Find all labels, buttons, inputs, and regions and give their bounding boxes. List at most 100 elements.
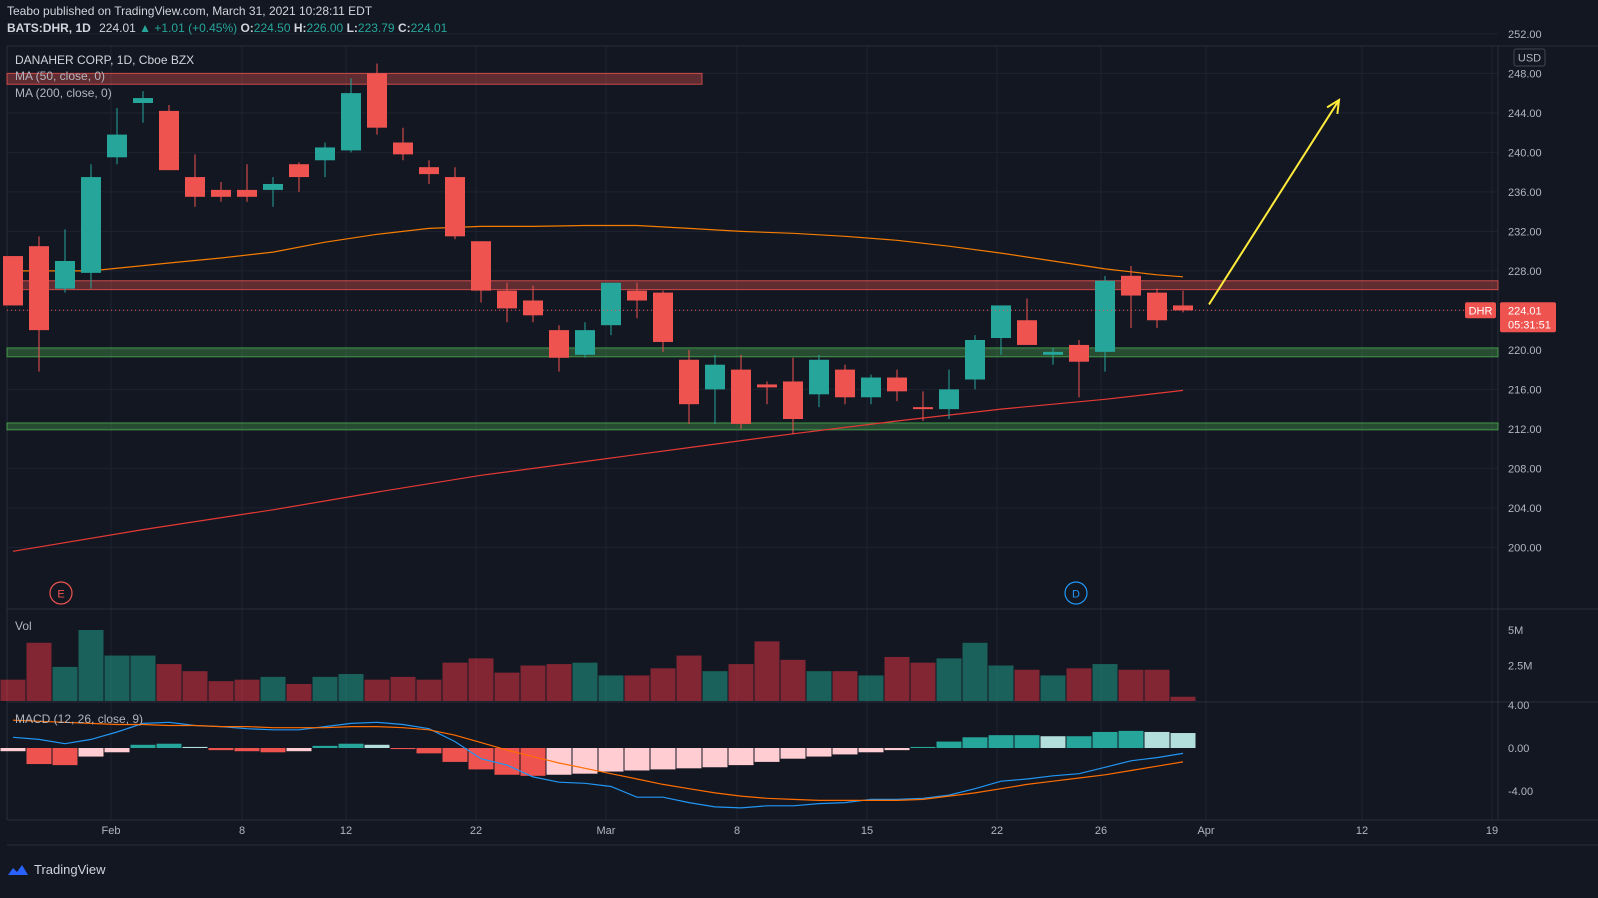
candle-3[interactable]	[81, 164, 101, 289]
candle-1[interactable]	[29, 236, 49, 372]
candle-17[interactable]	[445, 167, 465, 240]
candle-5[interactable]	[133, 91, 153, 123]
macd-hist-38[interactable]	[988, 735, 1014, 748]
candle-26[interactable]	[679, 349, 699, 424]
candle-15[interactable]	[393, 127, 413, 161]
volume-bar-27[interactable]	[702, 671, 728, 701]
candle-20[interactable]	[523, 285, 543, 323]
volume-bar-14[interactable]	[364, 679, 390, 701]
signal-line[interactable]	[12, 719, 1184, 801]
volume-bar-4[interactable]	[104, 655, 130, 701]
ma200-line[interactable]	[12, 389, 1184, 552]
macd-hist-34[interactable]	[884, 748, 910, 751]
candle-18[interactable]	[471, 241, 491, 303]
volume-bar-22[interactable]	[572, 662, 598, 701]
candle-8[interactable]	[211, 182, 231, 202]
volume-bar-6[interactable]	[156, 664, 182, 701]
candle-41[interactable]	[1069, 340, 1089, 398]
volume-bar-17[interactable]	[442, 662, 468, 701]
macd-hist-8[interactable]	[208, 748, 234, 751]
currency-badge[interactable]	[1513, 48, 1546, 67]
macd-hist-11[interactable]	[286, 748, 312, 752]
zone-0[interactable]	[6, 72, 703, 85]
volume-bar-13[interactable]	[338, 674, 364, 701]
candle-43[interactable]	[1121, 265, 1141, 329]
volume-bar-41[interactable]	[1066, 668, 1092, 701]
macd-hist-6[interactable]	[156, 743, 182, 748]
macd-hist-4[interactable]	[104, 748, 130, 753]
macd-hist-24[interactable]	[624, 748, 650, 771]
macd-hist-35[interactable]	[910, 746, 936, 748]
macd-hist-2[interactable]	[52, 748, 78, 766]
candle-36[interactable]	[939, 369, 959, 419]
macd-hist-33[interactable]	[858, 748, 884, 753]
candle-32[interactable]	[835, 364, 855, 405]
macd-hist-5[interactable]	[130, 744, 156, 748]
ma50-line[interactable]	[13, 224, 1184, 278]
candle-45[interactable]	[1173, 290, 1193, 313]
volume-bar-38[interactable]	[988, 665, 1014, 702]
candle-10[interactable]	[263, 177, 283, 207]
volume-bar-43[interactable]	[1118, 669, 1144, 701]
volume-bar-39[interactable]	[1014, 669, 1040, 701]
macd-legend[interactable]: MACD (12, 26, close, 9)	[15, 712, 144, 726]
macd-hist-40[interactable]	[1040, 736, 1066, 748]
macd-hist-17[interactable]	[442, 748, 468, 762]
macd-hist-14[interactable]	[364, 744, 390, 748]
macd-hist-1[interactable]	[26, 748, 52, 765]
macd-hist-39[interactable]	[1014, 735, 1040, 748]
macd-hist-10[interactable]	[260, 748, 286, 753]
projection-arrow[interactable]	[1208, 99, 1340, 305]
macd-hist-26[interactable]	[676, 748, 702, 769]
candle-0[interactable]	[3, 256, 23, 306]
candle-27[interactable]	[705, 354, 725, 424]
macd-hist-20[interactable]	[520, 748, 546, 776]
macd-hist-32[interactable]	[832, 748, 858, 755]
candle-11[interactable]	[289, 162, 309, 192]
volume-bar-3[interactable]	[78, 630, 104, 701]
macd-hist-13[interactable]	[338, 743, 364, 748]
candle-7[interactable]	[185, 154, 205, 207]
macd-hist-7[interactable]	[182, 746, 208, 748]
candle-23[interactable]	[601, 282, 621, 336]
candle-16[interactable]	[419, 160, 439, 184]
volume-bar-36[interactable]	[936, 658, 962, 701]
volume-bar-10[interactable]	[260, 676, 286, 701]
candle-40[interactable]	[1043, 347, 1063, 365]
volume-bar-28[interactable]	[728, 664, 754, 701]
volume-bar-9[interactable]	[234, 679, 260, 701]
volume-legend[interactable]: Vol	[15, 619, 32, 633]
macd-hist-25[interactable]	[650, 748, 676, 770]
zone-1[interactable]	[6, 280, 1499, 291]
macd-hist-31[interactable]	[806, 748, 832, 757]
zone-2[interactable]	[6, 347, 1499, 358]
macd-hist-15[interactable]	[390, 748, 416, 750]
macd-hist-36[interactable]	[936, 741, 962, 748]
macd-hist-42[interactable]	[1092, 731, 1118, 748]
candle-2[interactable]	[55, 229, 75, 293]
macd-hist-45[interactable]	[1170, 733, 1196, 748]
candle-28[interactable]	[731, 354, 751, 429]
volume-bar-45[interactable]	[1170, 696, 1196, 701]
volume-bar-29[interactable]	[754, 641, 780, 701]
macd-hist-0[interactable]	[0, 748, 26, 752]
macd-hist-16[interactable]	[416, 748, 442, 754]
macd-hist-9[interactable]	[234, 748, 260, 752]
volume-bar-7[interactable]	[182, 671, 208, 701]
candle-9[interactable]	[237, 164, 257, 202]
volume-bar-18[interactable]	[468, 658, 494, 701]
volume-bar-12[interactable]	[312, 676, 338, 701]
zone-3[interactable]	[6, 422, 1499, 431]
ma200-legend[interactable]: MA (200, close, 0)	[15, 86, 112, 100]
volume-bar-35[interactable]	[910, 662, 936, 701]
brand-name[interactable]: TradingView	[34, 862, 106, 877]
volume-bar-5[interactable]	[130, 655, 156, 701]
volume-bar-44[interactable]	[1144, 669, 1170, 701]
macd-hist-43[interactable]	[1118, 730, 1144, 748]
candle-4[interactable]	[107, 107, 127, 165]
macd-hist-37[interactable]	[962, 737, 988, 748]
macd-hist-12[interactable]	[312, 745, 338, 748]
volume-bar-37[interactable]	[962, 642, 988, 701]
macd-hist-3[interactable]	[78, 748, 104, 757]
